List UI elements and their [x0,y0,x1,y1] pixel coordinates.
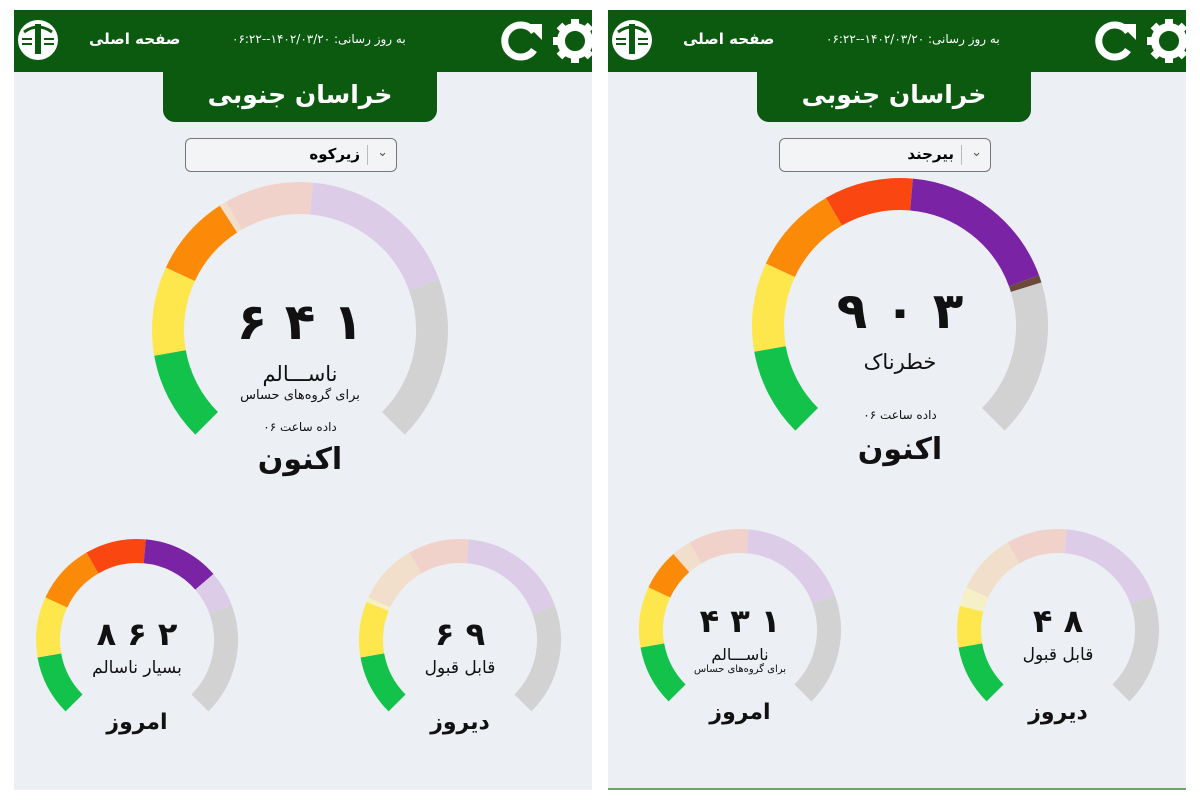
yesterday-gauge-empty-segment [959,587,989,612]
now-gauge-filled-segment [909,178,1040,287]
province-title: خراسان جنوبی [757,72,1031,122]
today-gauge-filled-segment [45,552,99,608]
now-gauge-empty-segment [381,279,448,435]
now-gauge-filled-segment [765,197,843,278]
chevron-down-icon: ⌄ [377,145,388,160]
now-gauge-filled-segment [752,263,796,352]
yesterday-gauge-filled-segment [957,605,984,648]
aqi-gauges [36,182,561,712]
today-gauge-empty-segment [673,542,702,573]
yesterday-label: دیروز [1028,700,1088,725]
now-gauge-filled-segment [154,349,219,435]
today-label: امروز [709,700,771,725]
city-select[interactable]: ⌄ بیرجند [779,138,991,172]
yesterday-gauge-empty-segment [466,539,555,615]
now-gauge-filled-segment [1008,275,1042,293]
yesterday-gauge-filled-segment [958,642,1004,702]
yesterday-gauge-empty-segment [366,597,391,611]
yesterday-aqi-value: ۹ ۶ [434,615,486,653]
today-aqi-category: ناســـالم [711,645,769,664]
yesterday-gauge-empty-segment [368,552,422,608]
gear-icon[interactable] [1146,18,1186,64]
yesterday-gauge-empty-segment [966,542,1020,598]
today-gauge-empty-segment [191,605,238,712]
gear-icon[interactable] [552,18,592,64]
today-gauge-filled-segment [36,597,68,658]
now-gauge-filled-segment [826,178,913,226]
select-divider [961,145,962,165]
yesterday-gauge-empty-segment [1112,595,1159,702]
now-label: اکنون [857,432,943,467]
yesterday-aqi-category: قابل قبول [1022,645,1094,665]
now-data-hour: داده ساعت ۰۶ [863,408,937,422]
city-select-value: بیرجند [907,145,954,163]
today-aqi-value: ۲ ۶ ۸ [96,615,178,653]
logo-icon [612,20,652,60]
today-gauge-filled-segment [639,587,671,648]
yesterday-gauge-empty-segment [409,539,469,574]
today-gauge-empty-segment [689,529,749,564]
now-aqi-category: ناســـالم [262,362,338,386]
yesterday-gauge-empty-segment [514,605,561,712]
now-gauge-filled-segment [165,205,238,282]
refresh-icon[interactable] [498,20,544,62]
yesterday-label: دیروز [430,710,490,735]
today-aqi-value: ۱ ۳ ۴ [699,602,781,640]
now-aqi-category-sub: برای گروه‌های حساس [240,388,360,403]
update-label: به روز رسانی: [927,32,1000,46]
logo-icon [18,20,58,60]
last-update: به روز رسانی: ۱۴۰۲/۰۳/۲۰--۰۶:۲۲ [826,32,1000,46]
today-gauge-filled-segment [86,539,146,574]
today-gauge-filled-segment [640,642,686,702]
app-screen: صفحه اصلی به روز رسانی: ۱۴۰۲/۰۳/۲۰--۰۶:۲… [608,10,1186,790]
today-gauge-empty-segment [746,529,835,605]
now-gauge-empty-segment [226,182,313,230]
home-link[interactable]: صفحه اصلی [683,30,775,48]
now-gauge-empty-segment [309,182,440,291]
today-gauge-empty-segment [195,574,232,615]
now-data-hour: داده ساعت ۰۶ [263,420,337,434]
yesterday-gauge-filled-segment [360,652,406,712]
now-aqi-value: ۱ ۴ ۶ [236,293,364,351]
header-bar: صفحه اصلی به روز رسانی: ۱۴۰۲/۰۳/۲۰--۰۶:۲… [608,10,1186,72]
last-update: به روز رسانی: ۱۴۰۲/۰۳/۲۰--۰۶:۲۲ [232,32,406,46]
now-gauge-empty-segment [219,201,243,233]
home-link[interactable]: صفحه اصلی [89,30,181,48]
yesterday-gauge-empty-segment [1064,529,1153,605]
now-gauge-filled-segment [754,345,819,431]
today-aqi-category-sub: برای گروه‌های حساس [693,664,787,675]
province-title: خراسان جنوبی [163,72,437,122]
header-bar: صفحه اصلی به روز رسانی: ۱۴۰۲/۰۳/۲۰--۰۶:۲… [14,10,592,72]
bottom-divider [608,788,1186,790]
now-aqi-value: ۳ ۰ ۹ [836,282,964,340]
today-label: امروز [106,710,168,735]
update-time: ۱۴۰۲/۰۳/۲۰--۰۶:۲۲ [232,32,331,46]
update-label: به روز رسانی: [333,32,406,46]
yesterday-aqi-category: قابل قبول [424,658,496,678]
select-divider [367,145,368,165]
today-aqi-category: بسیار ناسالم [92,658,182,678]
today-gauge-filled-segment [648,554,690,598]
app-screen: صفحه اصلی به روز رسانی: ۱۴۰۲/۰۳/۲۰--۰۶:۲… [14,10,592,790]
update-time: ۱۴۰۲/۰۳/۲۰--۰۶:۲۲ [826,32,925,46]
now-aqi-category: خطرناک [863,350,937,374]
city-select[interactable]: ⌄ زیرکوه [185,138,397,172]
yesterday-aqi-value: ۸ ۴ [1032,602,1084,640]
now-gauge-empty-segment [981,282,1048,431]
yesterday-gauge-empty-segment [1007,529,1067,564]
city-select-value: زیرکوه [309,145,360,163]
yesterday-gauge-filled-segment [359,601,389,658]
today-gauge-filled-segment [37,652,83,712]
chevron-down-icon: ⌄ [971,145,982,160]
now-gauge-filled-segment [152,267,196,356]
today-gauge-filled-segment [143,539,214,591]
refresh-icon[interactable] [1092,20,1138,62]
today-gauge-empty-segment [794,595,841,702]
now-label: اکنون [257,442,343,477]
aqi-gauges [639,178,1159,702]
